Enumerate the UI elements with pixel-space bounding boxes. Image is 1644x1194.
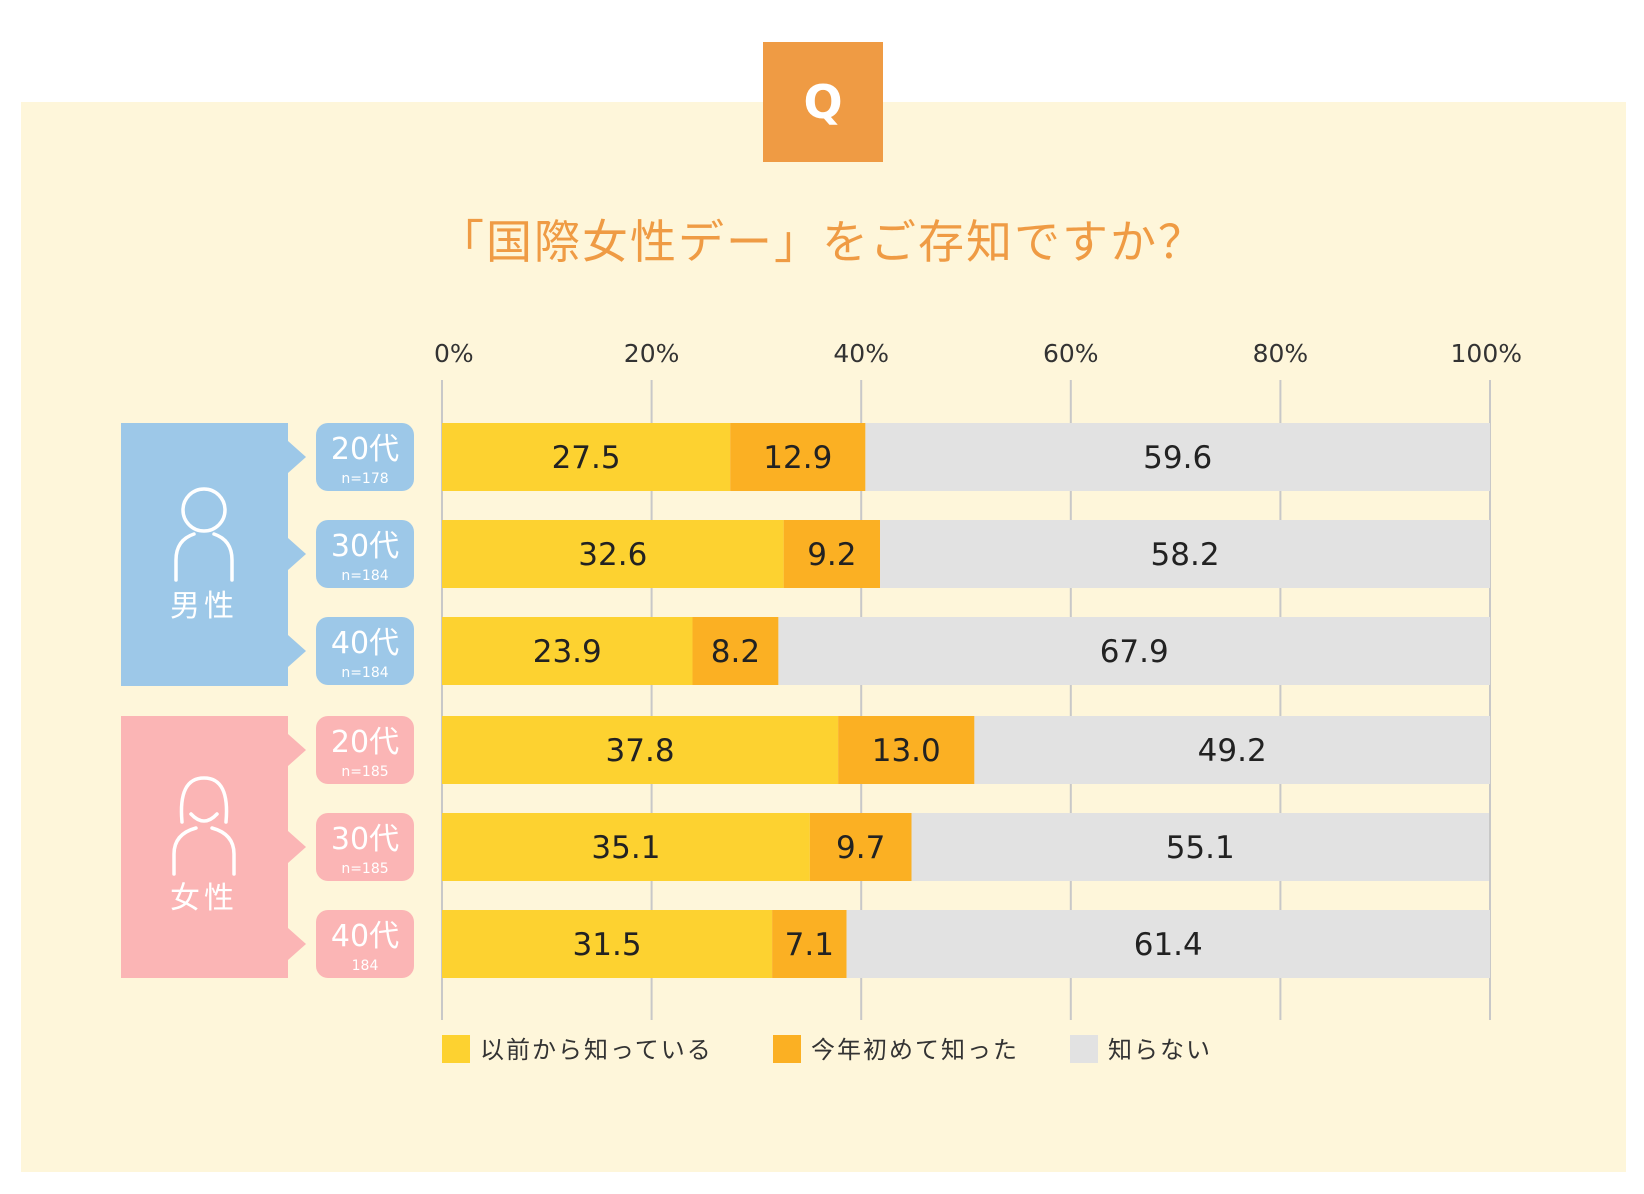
bar-segment bbox=[442, 716, 839, 784]
sample-size-label: n=185 bbox=[341, 764, 388, 780]
x-tick-label: 60% bbox=[1043, 339, 1099, 368]
data-label: 55.1 bbox=[1166, 830, 1235, 866]
data-label: 12.9 bbox=[763, 440, 832, 476]
pointer-notch bbox=[288, 441, 306, 473]
data-label: 8.2 bbox=[711, 634, 760, 670]
data-label: 49.2 bbox=[1198, 733, 1267, 769]
age-label: 40代 bbox=[331, 626, 399, 661]
data-label: 31.5 bbox=[573, 927, 642, 963]
legend-label: 以前から知っている bbox=[480, 1036, 713, 1064]
legend-swatch bbox=[1070, 1035, 1098, 1063]
bar-segment bbox=[865, 423, 1490, 491]
bar-segment bbox=[838, 716, 975, 784]
bar-segment bbox=[442, 520, 784, 588]
gender-block bbox=[121, 423, 288, 686]
age-pill bbox=[316, 813, 414, 881]
legend-swatch bbox=[442, 1035, 470, 1063]
female-person-icon bbox=[172, 776, 236, 876]
sample-size-label: n=178 bbox=[341, 471, 388, 487]
data-label: 13.0 bbox=[872, 733, 941, 769]
data-label: 27.5 bbox=[552, 440, 621, 476]
sample-size-label: 184 bbox=[352, 958, 379, 974]
data-label: 7.1 bbox=[785, 927, 834, 963]
data-label: 23.9 bbox=[533, 634, 602, 670]
x-tick-label: 20% bbox=[624, 339, 680, 368]
pointer-notch bbox=[288, 928, 306, 960]
gender-label: 男性 bbox=[170, 589, 238, 624]
gender-label: 女性 bbox=[170, 881, 238, 916]
data-label: 32.6 bbox=[578, 537, 647, 573]
bar-segment bbox=[809, 813, 912, 881]
bar-segment bbox=[442, 617, 693, 685]
age-pill bbox=[316, 910, 414, 978]
male-person-icon bbox=[174, 487, 234, 582]
bar-segment bbox=[911, 813, 1489, 881]
sample-size-label: n=185 bbox=[341, 861, 388, 877]
age-label: 20代 bbox=[331, 725, 399, 760]
data-label: 67.9 bbox=[1100, 634, 1169, 670]
bar-segment bbox=[442, 423, 731, 491]
legend-swatch bbox=[773, 1035, 801, 1063]
data-label: 58.2 bbox=[1151, 537, 1220, 573]
bar-segment bbox=[974, 716, 1490, 784]
age-label: 40代 bbox=[331, 919, 399, 954]
bar-segment bbox=[778, 617, 1490, 685]
bar-segment bbox=[692, 617, 779, 685]
age-pill bbox=[316, 423, 414, 491]
age-label: 30代 bbox=[331, 822, 399, 857]
data-label: 59.6 bbox=[1143, 440, 1212, 476]
age-pill bbox=[316, 716, 414, 784]
data-label: 9.7 bbox=[836, 830, 885, 866]
pointer-notch bbox=[288, 831, 306, 863]
question-badge-label: Q bbox=[803, 75, 843, 129]
x-tick-label: 80% bbox=[1253, 339, 1309, 368]
x-tick-label: 0% bbox=[434, 339, 474, 368]
pointer-notch bbox=[288, 538, 306, 570]
bar-segment bbox=[846, 910, 1490, 978]
bar-segment bbox=[880, 520, 1490, 588]
data-label: 37.8 bbox=[606, 733, 675, 769]
pointer-notch bbox=[288, 734, 306, 766]
data-label: 9.2 bbox=[807, 537, 856, 573]
x-tick-label: 100% bbox=[1451, 339, 1522, 368]
age-label: 30代 bbox=[331, 529, 399, 564]
pointer-notch bbox=[288, 635, 306, 667]
question-badge: Q bbox=[763, 42, 883, 162]
gender-block bbox=[121, 716, 288, 978]
sample-size-label: n=184 bbox=[341, 568, 388, 584]
age-pill bbox=[316, 617, 414, 685]
bar-segment bbox=[772, 910, 847, 978]
bar-segment bbox=[783, 520, 881, 588]
bar-segment bbox=[442, 813, 810, 881]
bar-segment bbox=[442, 910, 773, 978]
age-pill bbox=[316, 520, 414, 588]
legend-label: 知らない bbox=[1108, 1036, 1212, 1064]
data-label: 61.4 bbox=[1134, 927, 1203, 963]
bar-segment bbox=[730, 423, 866, 491]
age-label: 20代 bbox=[331, 432, 399, 467]
legend-label: 今年初めて知った bbox=[811, 1036, 1019, 1064]
x-tick-label: 40% bbox=[833, 339, 889, 368]
data-label: 35.1 bbox=[591, 830, 660, 866]
sample-size-label: n=184 bbox=[341, 665, 388, 681]
chart-title: 「国際女性デー」をご存知ですか？ bbox=[438, 215, 1206, 269]
